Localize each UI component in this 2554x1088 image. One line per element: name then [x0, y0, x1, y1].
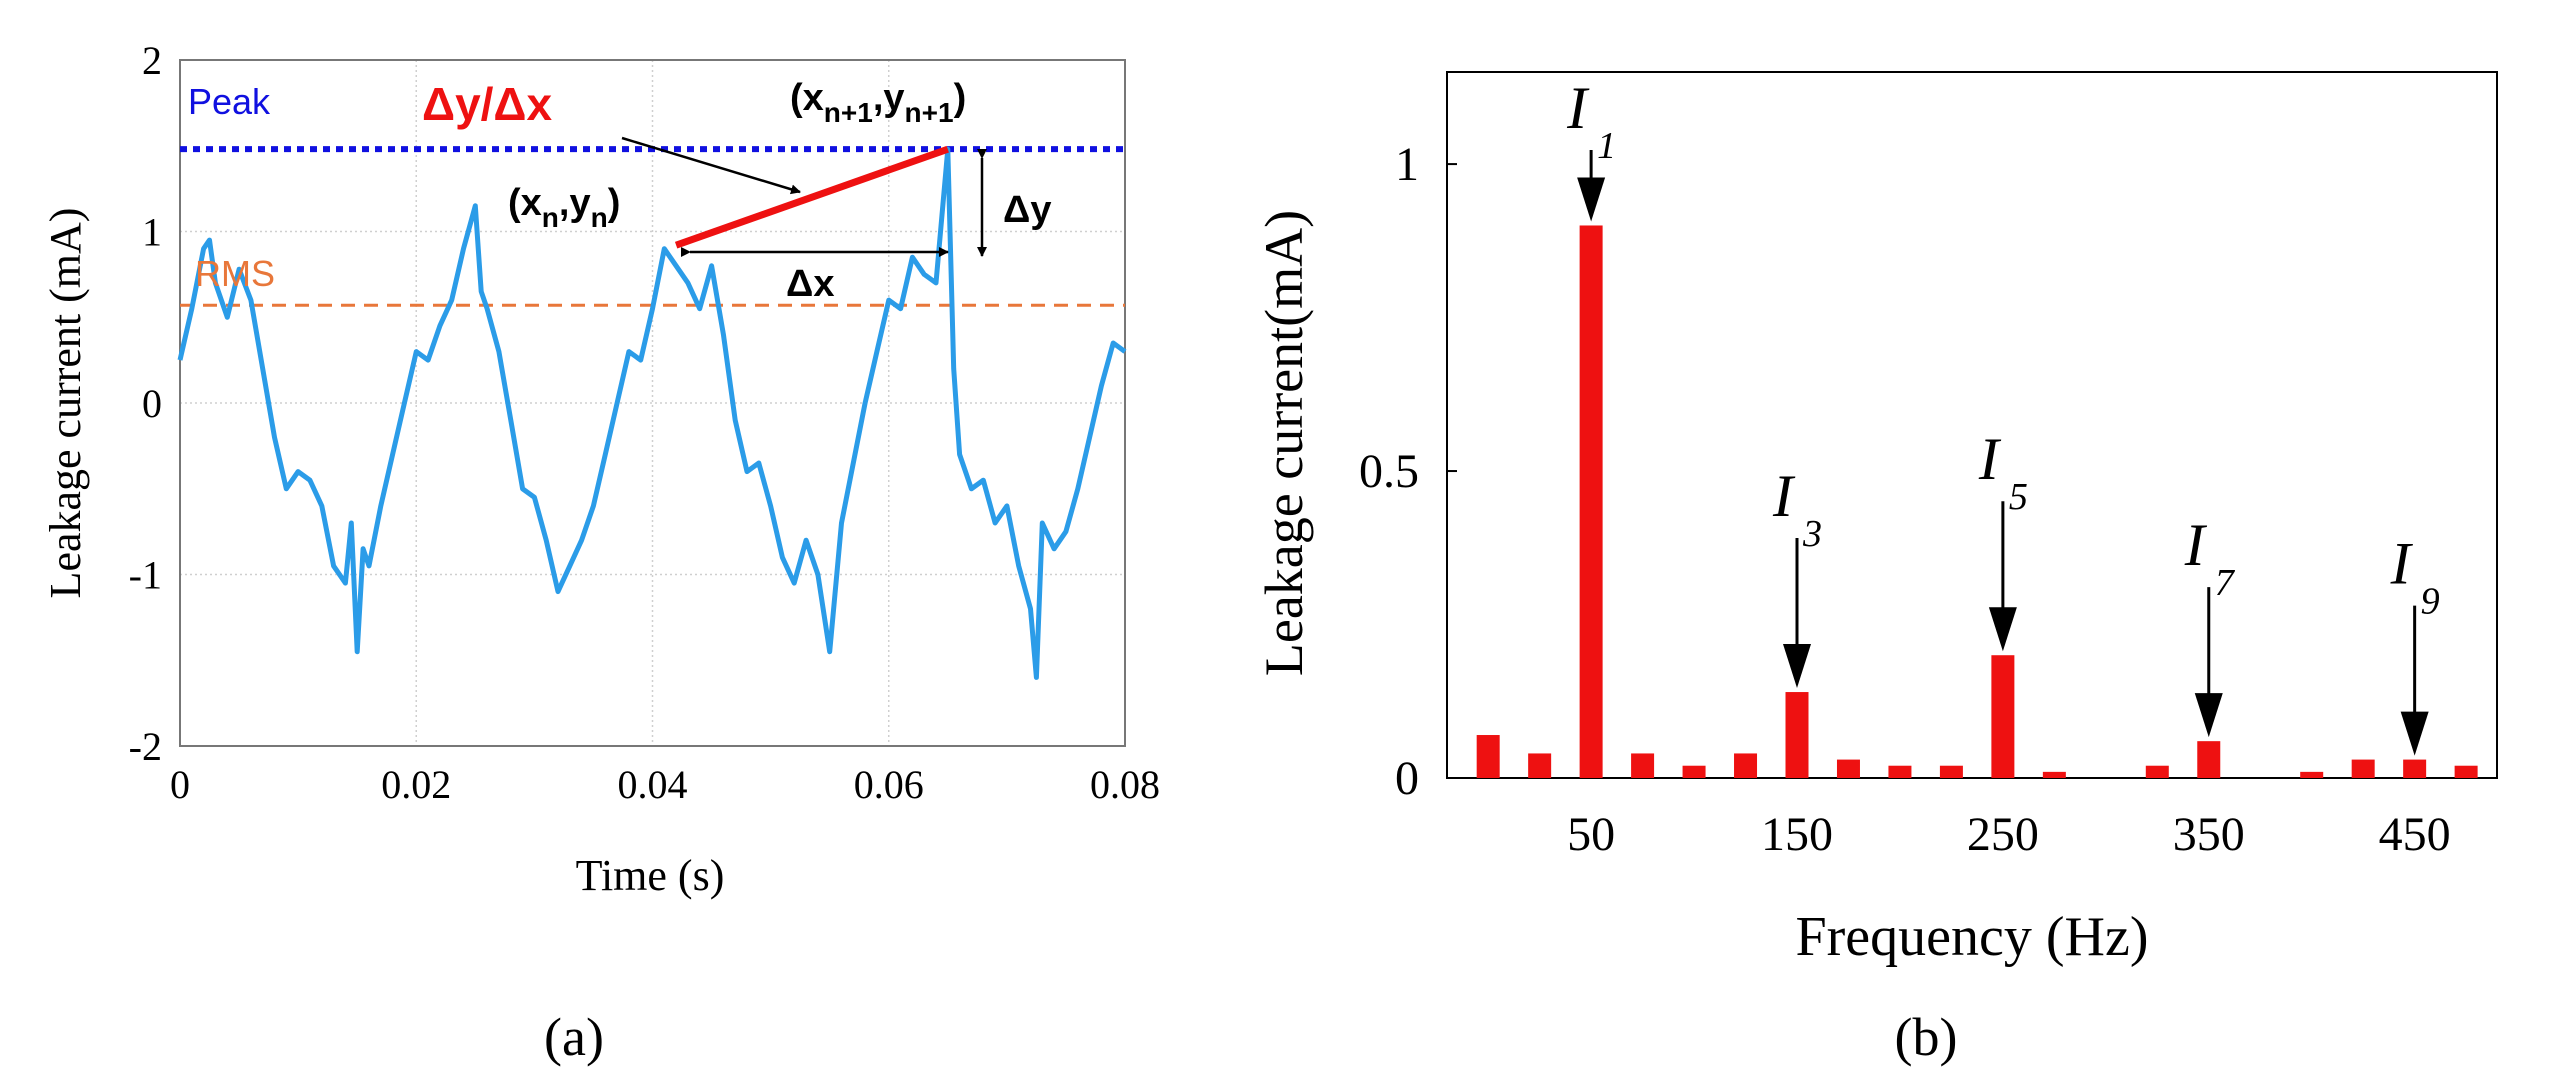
x-tick-label-a: 0.04: [618, 762, 688, 807]
x-tick-label-a: 0.08: [1090, 762, 1160, 807]
bar: [2197, 741, 2221, 778]
x-tick-label-b: 150: [1761, 808, 1833, 861]
dy-label: Δy: [1003, 189, 1051, 231]
bar: [1991, 655, 2015, 778]
harmonic-arrow-head: [1783, 644, 1811, 689]
rms-label: RMS: [195, 253, 275, 294]
dx-label: Δx: [786, 263, 834, 305]
bar: [2351, 759, 2375, 778]
y-tick-label-a: 0: [142, 381, 162, 426]
bar: [1476, 735, 1500, 778]
bar: [1734, 753, 1758, 778]
harmonic-arrow-head: [1988, 607, 2017, 652]
panel-label-b: (b): [1895, 1007, 1958, 1067]
y-ticks-a: -2 -1 0 1 2: [129, 38, 162, 769]
x-tick-label-b: 350: [2173, 808, 2245, 861]
x-tick-label-a: 0: [170, 762, 190, 807]
y-tick-label-a: -2: [129, 724, 162, 769]
x-axis-label-a: Time (s): [576, 851, 725, 900]
y-axis-label-b: Leakage current(mA): [1254, 210, 1314, 676]
x-ticks-a: 0 0.02 0.04 0.06 0.08: [170, 762, 1160, 807]
axes-frame-a: [179, 59, 1126, 747]
bar: [2403, 759, 2427, 778]
bar: [1836, 759, 1860, 778]
leakage-current-line: [177, 146, 1127, 680]
bar: [2454, 765, 2478, 778]
bar: [1682, 765, 1706, 778]
point-n-label: (xn,yn): [508, 182, 620, 233]
x-tick-label-b: 250: [1967, 808, 2039, 861]
x-tick-label-a: 0.02: [381, 762, 451, 807]
panel-a: 0 0.02 0.04 0.06 0.08 -2 -1 0 1 2 Peak RMS Δy/Δx…: [41, 38, 1160, 1067]
x-tick-label-b: 50: [1567, 808, 1615, 861]
harmonic-label: I1: [1566, 75, 1616, 167]
bar: [2300, 771, 2324, 778]
slope-arrow: [621, 136, 801, 195]
bars-b: [1476, 225, 2478, 778]
point-n1-label: (xn+1,yn+1): [790, 77, 966, 128]
y-axis-label-a: Leakage current (mA): [41, 208, 90, 599]
bar: [1939, 765, 1963, 778]
bar: [2145, 765, 2169, 778]
harmonic-arrow-head: [2400, 711, 2429, 756]
bar: [1888, 765, 1912, 778]
peak-label: Peak: [188, 81, 271, 122]
bar: [1785, 692, 1809, 778]
y-tick-label-a: 2: [142, 38, 162, 83]
x-axis-label-b: Frequency (Hz): [1796, 906, 2149, 968]
y-tick-label-b: 0.5: [1359, 445, 1419, 498]
x-tick-label-b: 450: [2379, 808, 2451, 861]
bar: [1579, 225, 1603, 778]
x-tick-label-a: 0.06: [854, 762, 924, 807]
panel-label-a: (a): [544, 1007, 604, 1067]
axes-frame-b: [1446, 71, 2498, 779]
grid-a: [180, 60, 1125, 746]
x-ticks-b: 50 150 250 350 450: [1567, 768, 2451, 861]
bar: [2042, 771, 2066, 778]
harmonic-labels: I1 I3 I5 I7 I9: [1566, 75, 2440, 756]
harmonic-arrow-head: [1577, 177, 1606, 222]
slope-line: [674, 145, 949, 249]
y-tick-label-b: 0: [1395, 752, 1419, 805]
slope-label: Δy/Δx: [422, 78, 552, 130]
harmonic-label: I3: [1772, 463, 1822, 555]
y-tick-label-a: -1: [129, 553, 162, 598]
bar: [1528, 753, 1552, 778]
harmonic-label: I9: [2390, 531, 2440, 623]
y-tick-label-a: 1: [142, 210, 162, 255]
harmonic-label: I5: [1978, 426, 2028, 518]
y-ticks-b: 00.51: [1359, 138, 1457, 805]
harmonic-label: I7: [2184, 512, 2236, 604]
harmonic-arrow-head: [2194, 693, 2223, 738]
y-tick-label-b: 1: [1395, 138, 1419, 191]
bar: [1631, 753, 1655, 778]
